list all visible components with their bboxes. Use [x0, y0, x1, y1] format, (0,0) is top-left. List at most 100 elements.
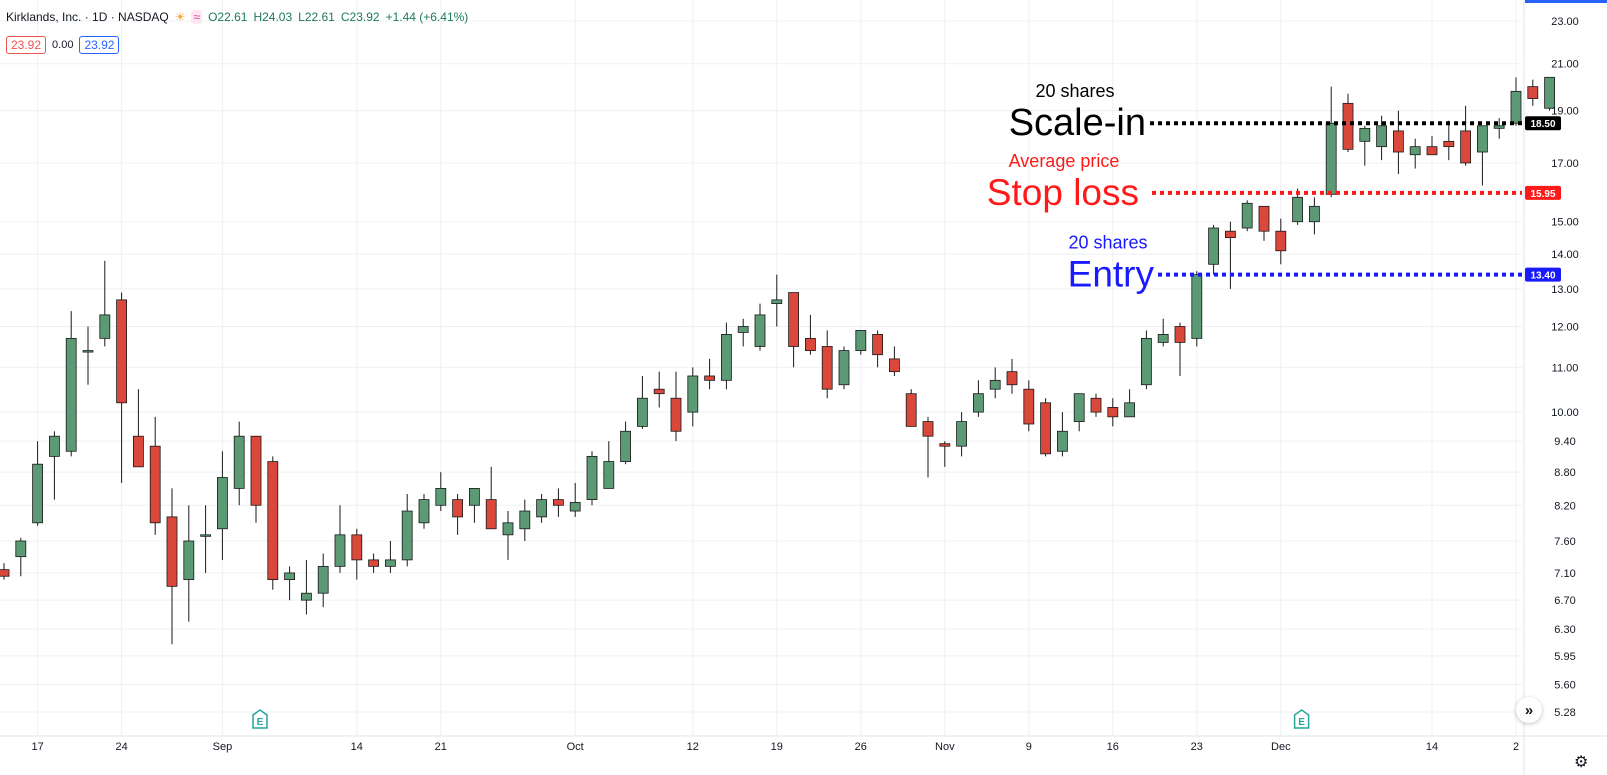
- y-tick-label: 5.95: [1554, 651, 1575, 663]
- level-price-tag-label: 13.40: [1530, 271, 1555, 282]
- y-tick-label: 11.00: [1552, 362, 1579, 374]
- candle-down: [1443, 140, 1455, 148]
- candle-up: [1376, 125, 1387, 148]
- candle-down: [805, 337, 816, 351]
- ohlc-high: H24.03: [253, 10, 293, 24]
- earnings-icon: [252, 709, 268, 729]
- sell-price-pill[interactable]: 23.92: [6, 36, 47, 54]
- candle-down: [0, 569, 10, 577]
- candle-up: [1157, 333, 1169, 343]
- candle-up: [1325, 122, 1337, 195]
- candle-up: [300, 592, 312, 601]
- price-axis[interactable]: 23.00 21.00 19.00 17.00 15.00 14.00 13.00 12.00…: [1523, 0, 1607, 775]
- candle-up: [771, 299, 783, 304]
- y-tick-label: 6.30: [1554, 624, 1575, 636]
- price-pills: 23.92 0.00 23.92: [6, 36, 120, 54]
- x-tick-label: 14: [351, 741, 363, 753]
- y-tick-label: 17.00: [1551, 158, 1579, 170]
- y-tick-label: 5.60: [1554, 679, 1575, 691]
- candles: [0, 76, 1555, 645]
- candle-down: [1527, 86, 1539, 99]
- candle-down: [1006, 371, 1018, 386]
- candle-up: [49, 435, 60, 457]
- candle-up: [401, 510, 413, 561]
- buy-price-pill[interactable]: 23.92: [79, 36, 120, 54]
- x-tick-label: 9: [1026, 741, 1032, 753]
- y-tick-label: 10.00: [1551, 407, 1579, 419]
- candle-up: [99, 314, 111, 339]
- candle-down: [250, 435, 262, 506]
- x-tick-label: 2: [1513, 741, 1519, 753]
- candle-up: [536, 499, 547, 518]
- candle-up: [838, 350, 850, 386]
- candle-down: [166, 516, 178, 587]
- candle-down: [872, 333, 883, 356]
- y-tick-label: 15.00: [1551, 217, 1579, 229]
- candle-up: [603, 461, 615, 489]
- candle-up: [1544, 76, 1555, 109]
- candle-down: [132, 435, 144, 468]
- y-tick-label: 12.00: [1551, 321, 1579, 333]
- x-tick-label: 21: [435, 741, 447, 753]
- candle-down: [821, 346, 833, 390]
- level-label: Stop loss: [987, 172, 1139, 213]
- scroll-to-realtime-button[interactable]: »: [1516, 697, 1542, 723]
- gear-icon[interactable]: ⚙: [1574, 754, 1589, 771]
- symbol-title[interactable]: Kirklands, Inc. · 1D · NASDAQ: [6, 10, 169, 24]
- x-tick-label: Sep: [213, 741, 233, 753]
- candle-up: [754, 314, 766, 347]
- candle-down: [452, 499, 464, 518]
- level-price-tag: [1525, 267, 1561, 282]
- level-sublabel: 20 shares: [1035, 81, 1114, 101]
- candle-down: [1174, 326, 1186, 343]
- candle-up: [468, 488, 480, 506]
- candle-down: [351, 534, 363, 561]
- candle-down: [1342, 102, 1354, 150]
- candle-up: [1309, 205, 1320, 223]
- earnings-label: E: [257, 717, 264, 728]
- candle-up: [1409, 146, 1421, 156]
- candle-down: [116, 299, 127, 404]
- candle-down: [905, 393, 917, 427]
- candle-up: [216, 477, 228, 530]
- candle-down: [704, 375, 715, 381]
- ohlc-low: L22.61: [298, 10, 335, 24]
- candle-up: [1057, 430, 1068, 452]
- x-tick-label: 24: [115, 741, 127, 753]
- candle-up: [65, 337, 77, 452]
- sun-icon: ☀: [174, 10, 186, 24]
- candle-up: [569, 502, 581, 512]
- ohlc-open: O22.61: [208, 10, 248, 24]
- candle-up: [637, 397, 648, 427]
- candle-down: [889, 358, 900, 373]
- candle-up: [1073, 393, 1085, 422]
- candle-up: [687, 375, 699, 413]
- ohlc-close: C23.92: [340, 10, 380, 24]
- candle-up: [1359, 127, 1371, 142]
- x-tick-label: 14: [1426, 741, 1438, 753]
- spread-value: 0.00: [52, 39, 74, 51]
- y-tick-label: 14.00: [1551, 249, 1579, 261]
- candle-up: [519, 510, 531, 530]
- candle-up: [32, 463, 43, 524]
- time-axis[interactable]: 17 24 Sep 14 21 Oct 12 19 26 Nov 9 16 23 Dec 14 2: [0, 735, 1607, 753]
- candle-up: [334, 534, 346, 567]
- y-tick-label: 8.80: [1554, 467, 1575, 479]
- candle-up: [1493, 125, 1505, 129]
- x-tick-label: 23: [1191, 741, 1203, 753]
- level-price-tag: [1525, 116, 1561, 131]
- level-price-tag-label: 15.95: [1530, 189, 1555, 200]
- candle-up: [502, 522, 514, 536]
- y-tick-label: 13.00: [1551, 284, 1579, 296]
- symbol-legend: Kirklands, Inc. · 1D · NASDAQ ☀ ≈ O22.61…: [6, 10, 468, 24]
- candle-up: [1477, 125, 1488, 153]
- level-sublabel: 20 shares: [1068, 233, 1147, 253]
- candle-up: [1208, 227, 1219, 265]
- candle-down: [267, 461, 279, 580]
- candle-up: [620, 430, 631, 462]
- candle-up: [586, 455, 598, 501]
- candle-down: [1040, 402, 1051, 455]
